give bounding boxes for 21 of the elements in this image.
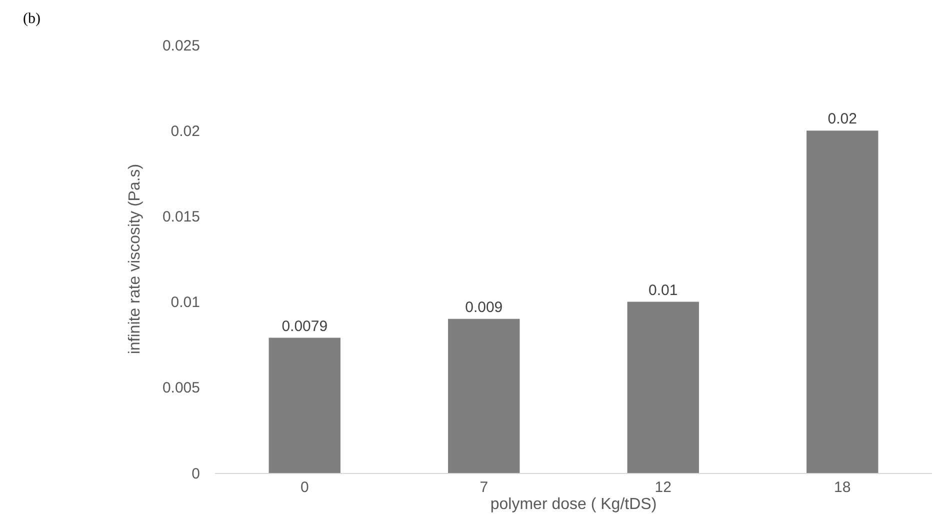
bar [448,318,520,473]
bar [268,338,340,473]
text: (b) [23,11,40,27]
y-tick-label: 0.01 [170,294,200,312]
bar [806,130,878,473]
y-tick-label: 0.015 [162,208,200,226]
x-tick-label: 7 [480,479,488,496]
x-tick-label: 18 [834,479,851,496]
data-label: 0.0079 [282,318,328,335]
x-axis-title: polymer dose ( Kg/tDS) [490,496,657,513]
data-label: 0.01 [648,282,678,299]
data-label: 0.009 [465,298,503,316]
data-label: 0.02 [828,110,857,128]
y-tick-label: 0.025 [162,37,200,54]
y-axis-title: infinite rate viscosity (Pa.s) [126,164,144,354]
x-tick-label: 0 [300,479,309,496]
bar [627,302,699,473]
x-tick-label: 12 [654,479,672,496]
y-tick-label: 0 [192,465,200,482]
y-tick-label: 0.005 [162,380,200,397]
y-tick-label: 0.02 [170,122,200,140]
